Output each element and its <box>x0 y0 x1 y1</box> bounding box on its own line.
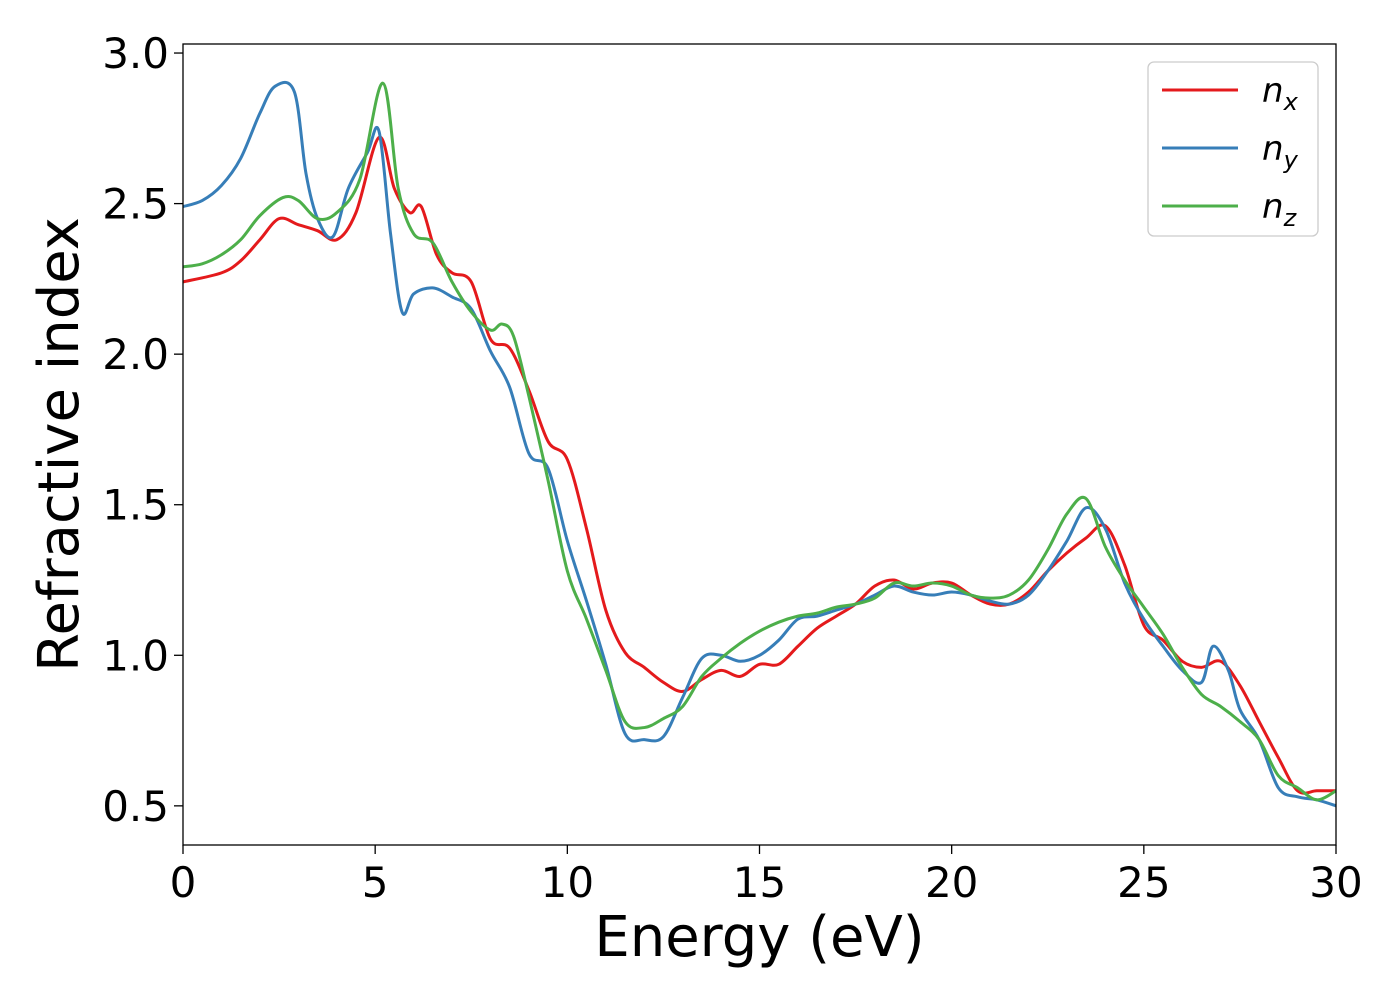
series-line-nz <box>183 81 1336 802</box>
x-tick-label: 0 <box>170 858 197 907</box>
x-tick-label: 5 <box>362 858 389 907</box>
series-line-ny <box>183 80 1336 808</box>
y-tick-label: 2.5 <box>102 180 169 229</box>
y-tick-label: 0.5 <box>102 782 169 831</box>
legend-label-nz: nz <box>1262 187 1298 232</box>
y-axis-label: Refractive index <box>27 217 92 672</box>
x-tick-label: 20 <box>925 858 978 907</box>
legend-label-ny: ny <box>1262 129 1299 174</box>
x-tick-label: 15 <box>733 858 786 907</box>
series-line-nx <box>183 135 1336 795</box>
x-tick-label: 30 <box>1309 858 1362 907</box>
y-tick-label: 1.5 <box>102 481 169 530</box>
legend-label-nx: nx <box>1262 71 1299 116</box>
x-tick-label: 10 <box>541 858 594 907</box>
y-tick-label: 2.0 <box>102 330 169 379</box>
y-tick-label: 1.0 <box>102 631 169 680</box>
y-tick-label: 3.0 <box>102 29 169 78</box>
series-layer <box>183 80 1336 808</box>
legend: nx ny nz <box>1147 61 1319 237</box>
x-tick-label: 25 <box>1117 858 1170 907</box>
x-axis-label: Energy (eV) <box>594 905 924 970</box>
ticks-layer: 0 5 10 15 20 25 30 0.5 1.0 1.5 2.0 2.5 3.0 <box>102 29 1363 907</box>
